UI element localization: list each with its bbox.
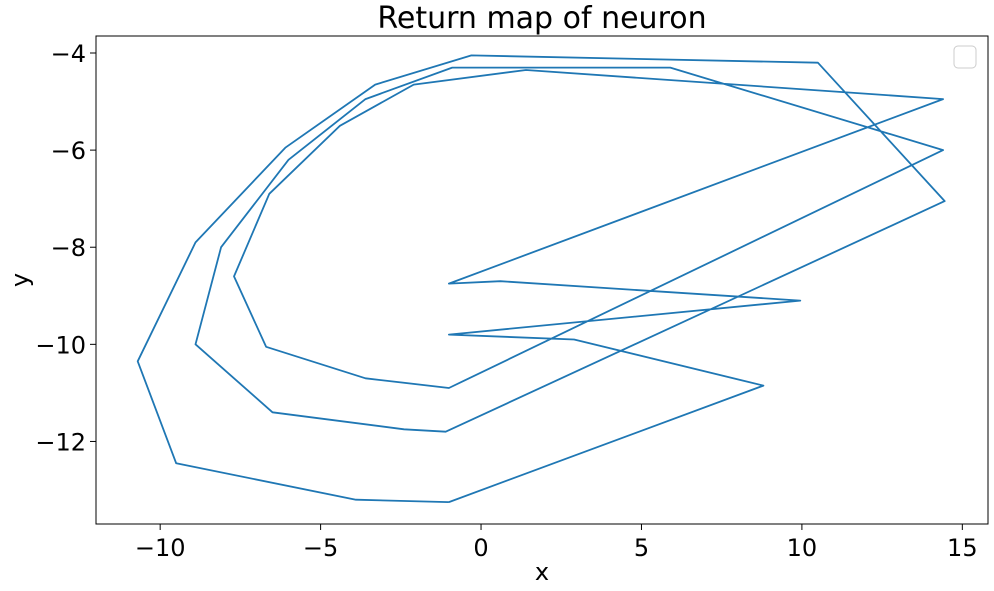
plot-area <box>95 35 989 525</box>
x-tick-label: 10 <box>787 534 818 562</box>
series-line <box>136 54 946 503</box>
chart-title: Return map of neuron <box>377 1 706 36</box>
y-tick-label: −12 <box>35 428 86 456</box>
y-tick-label: −10 <box>35 331 86 359</box>
legend-box <box>953 45 977 69</box>
y-axis-ticks: −4 −6 −8 −10 −12 <box>35 40 96 456</box>
y-axis-label: y <box>6 273 34 287</box>
y-tick-label: −4 <box>51 40 86 68</box>
x-axis-ticks: −10 −5 0 5 10 15 <box>135 524 978 562</box>
x-tick-label: −10 <box>135 534 186 562</box>
x-axis-label: x <box>535 558 549 586</box>
x-tick-label: 15 <box>947 534 978 562</box>
x-tick-label: −5 <box>303 534 338 562</box>
x-tick-label: 5 <box>634 534 649 562</box>
y-tick-label: −6 <box>51 137 86 165</box>
x-tick-label: 0 <box>473 534 488 562</box>
y-tick-label: −8 <box>51 234 86 262</box>
